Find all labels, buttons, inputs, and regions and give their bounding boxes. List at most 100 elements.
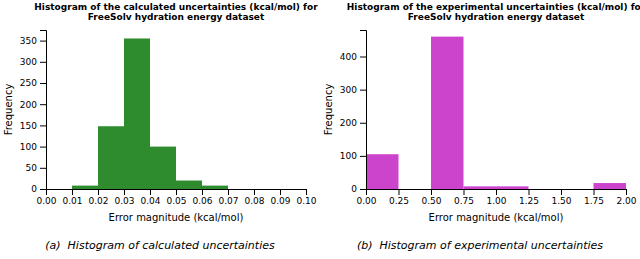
tick-label: 0.01 [62, 196, 82, 206]
bar [366, 154, 399, 189]
tick-label: 100 [20, 142, 37, 152]
tick-mark [40, 62, 46, 63]
bar [399, 189, 432, 190]
y-axis: 0 50 100 150 200 250 300 350 [20, 31, 47, 195]
bar [150, 147, 176, 189]
bar [561, 189, 594, 190]
tick-label: 350 [20, 36, 37, 46]
tick: 0.00 [356, 189, 376, 206]
tick: 0.25 [389, 189, 409, 206]
tick-label: 250 [20, 78, 37, 88]
tick: 0.01 [62, 189, 82, 206]
tick-mark [228, 189, 229, 195]
tick: 2.00 [616, 189, 636, 206]
tick-mark [594, 189, 595, 195]
tick-mark [561, 189, 562, 195]
x-axis: 0.00 0.25 0.50 0.75 1.00 1.25 1.50 1.75 2.00 [356, 189, 636, 206]
tick-label: 1.00 [486, 196, 506, 206]
tick-label: 0 [351, 184, 357, 194]
tick-mark [72, 189, 73, 195]
axis-line [47, 190, 307, 196]
tick-label: 150 [20, 121, 37, 131]
axis-line [360, 31, 367, 190]
bar [464, 186, 497, 189]
tick: 0.07 [218, 189, 238, 206]
tick: 0.50 [421, 189, 441, 206]
tick-mark [40, 104, 46, 105]
tick-label: 1.50 [551, 196, 571, 206]
bar [176, 181, 202, 189]
tick-mark [98, 189, 99, 195]
tick-mark [626, 189, 627, 195]
tick-label: 0.50 [421, 196, 441, 206]
tick-mark [40, 168, 46, 169]
tick: 1.75 [584, 189, 604, 206]
tick-mark [40, 189, 46, 190]
tick-label: 50 [26, 163, 38, 173]
tick: 0.05 [166, 189, 186, 206]
bar [529, 189, 562, 190]
tick-mark [202, 189, 203, 195]
tick: 0 [351, 184, 366, 194]
tick: 0.06 [192, 189, 212, 206]
bar [496, 186, 529, 189]
tick-mark [496, 189, 497, 195]
panel: 0.000.250.500.751.001.251.501.752.000100… [340, 31, 637, 207]
tick-mark [431, 189, 432, 195]
bar [594, 183, 627, 189]
tick-mark [360, 156, 366, 157]
tick-label: 0.25 [389, 196, 409, 206]
tick-mark [529, 189, 530, 195]
tick: 0 [31, 184, 46, 194]
caption: (b) Histogram of experimental uncertaint… [357, 239, 603, 252]
tick: 1.00 [486, 189, 506, 206]
tick: 50 [26, 163, 46, 173]
tick-mark [124, 189, 125, 195]
tick: 0.04 [140, 189, 160, 206]
tick-label: 0.08 [244, 196, 264, 206]
axis-line [367, 190, 627, 196]
bars [366, 37, 626, 189]
tick-label: 300 [340, 85, 357, 95]
title: Histogram of the calculated uncertaintie… [34, 2, 318, 22]
tick-mark [176, 189, 177, 195]
tick: 100 [20, 142, 46, 152]
tick-mark [360, 90, 366, 91]
tick-label: 0.09 [270, 196, 290, 206]
tick-label: 0 [31, 184, 37, 194]
tick: 1.25 [519, 189, 539, 206]
y-axis-label: Frequency [3, 84, 14, 136]
tick-mark [40, 147, 46, 148]
tick-label: 0.02 [88, 196, 108, 206]
tick: 200 [20, 100, 46, 110]
y-axis-label: Frequency [323, 84, 334, 136]
tick-mark [40, 83, 46, 84]
x-axis-label: Error magnitude (kcal/mol) [429, 212, 564, 223]
tick-mark [40, 125, 46, 126]
x-axis: 0.000.010.020.030.040.050.060.070.080.09… [36, 189, 316, 206]
tick-mark [306, 189, 307, 195]
tick: 250 [20, 78, 46, 88]
bar [431, 37, 464, 189]
tick-mark [280, 189, 281, 195]
tick-label: 0.00 [36, 196, 56, 206]
tick-label: 0.75 [454, 196, 474, 206]
panel: 0.000.010.020.030.040.050.060.070.080.09… [20, 31, 317, 207]
tick: 400 [340, 52, 366, 62]
tick-label: 0.00 [356, 196, 376, 206]
axis-line [40, 31, 47, 190]
tick-label: 200 [340, 118, 357, 128]
title: Histogram of the experimental uncertaint… [347, 2, 640, 22]
tick-mark [399, 189, 400, 195]
tick-label: 0.05 [166, 196, 186, 206]
tick-mark [464, 189, 465, 195]
tick: 0.75 [454, 189, 474, 206]
bar [124, 38, 150, 189]
tick-label: 1.75 [584, 196, 604, 206]
bar [202, 186, 228, 189]
tick-label: 2.00 [616, 196, 636, 206]
tick: 300 [20, 57, 46, 67]
tick-mark [150, 189, 151, 195]
tick: 200 [340, 118, 366, 128]
caption: (a) Histogram of calculated uncertaintie… [45, 239, 275, 252]
